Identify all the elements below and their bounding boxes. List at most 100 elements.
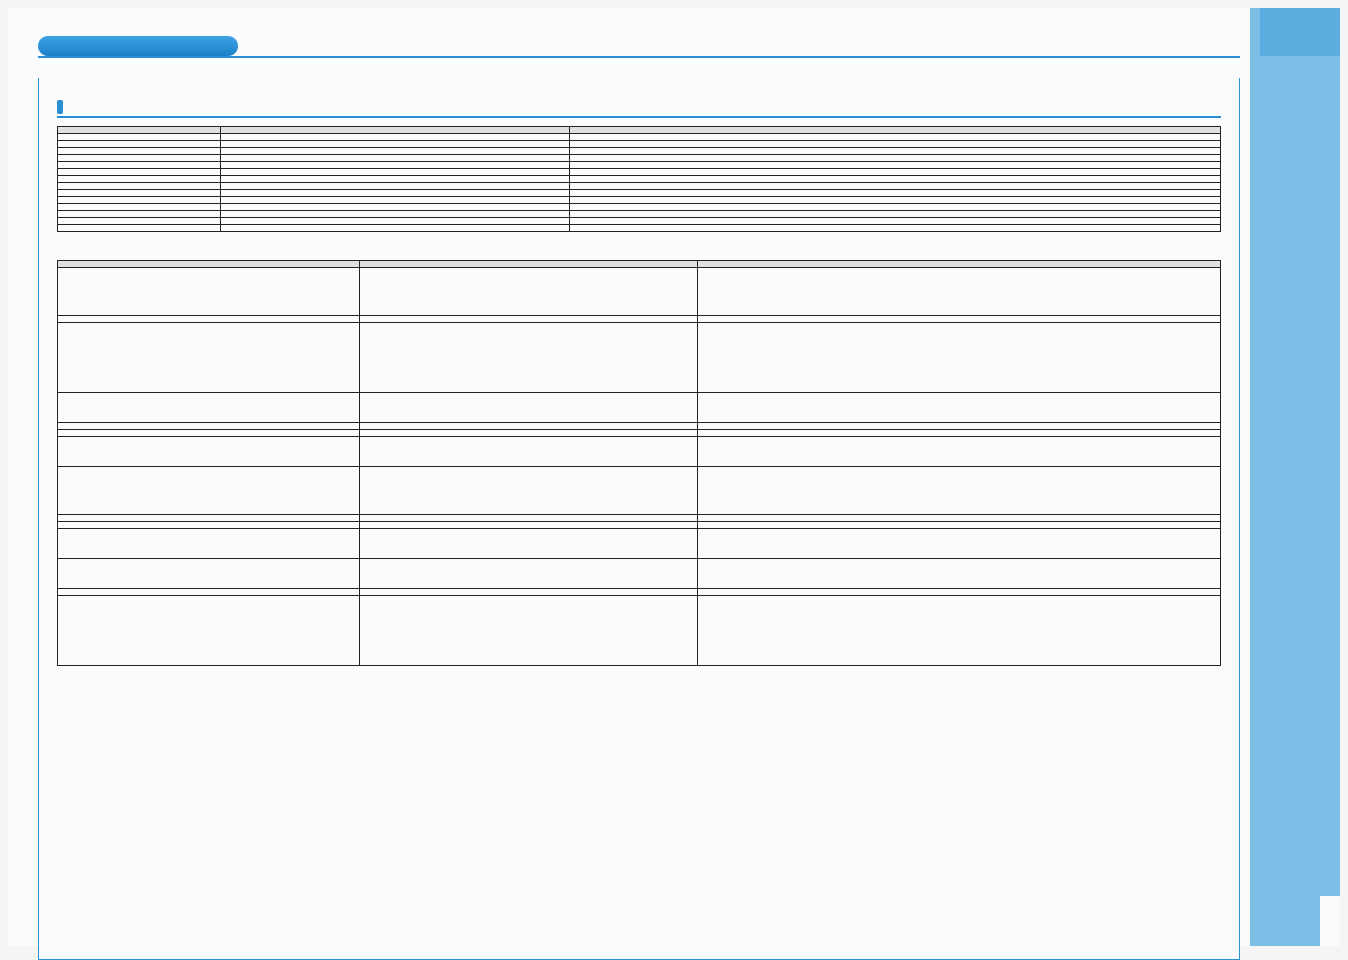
table-cell xyxy=(58,148,221,155)
table-row xyxy=(58,176,1221,183)
table-row xyxy=(58,596,1221,666)
table-row xyxy=(58,323,1221,393)
table-cell xyxy=(360,529,697,559)
table-cell xyxy=(360,393,697,423)
table-row xyxy=(58,515,1221,522)
table-cell xyxy=(360,596,697,666)
table-cell xyxy=(569,183,1220,190)
table-row xyxy=(58,141,1221,148)
section-title-1 xyxy=(57,98,1221,118)
col-header xyxy=(58,127,221,134)
table-cell xyxy=(697,323,1220,393)
table-cell xyxy=(58,589,360,596)
table-row xyxy=(58,316,1221,323)
table-cell xyxy=(220,141,569,148)
content-inner xyxy=(38,78,1240,960)
table-cell xyxy=(569,148,1220,155)
table-cell xyxy=(697,589,1220,596)
table-cell xyxy=(220,169,569,176)
table-cell xyxy=(360,559,697,589)
col-header xyxy=(58,261,360,268)
table-row xyxy=(58,430,1221,437)
table-cell xyxy=(569,162,1220,169)
header-bar xyxy=(38,36,1240,56)
table-cell xyxy=(58,393,360,423)
table-row xyxy=(58,423,1221,430)
table-cell xyxy=(58,522,360,529)
table-cell xyxy=(58,316,360,323)
table-cell xyxy=(360,316,697,323)
table-cell xyxy=(220,197,569,204)
table-cell xyxy=(697,430,1220,437)
table-cell xyxy=(58,190,221,197)
table-cell xyxy=(360,589,697,596)
table-header-row xyxy=(58,261,1221,268)
table-cell xyxy=(220,155,569,162)
col-header xyxy=(569,127,1220,134)
table-cell xyxy=(220,190,569,197)
col-header xyxy=(697,261,1220,268)
table-cell xyxy=(58,183,221,190)
table-row xyxy=(58,162,1221,169)
table-cell xyxy=(58,423,360,430)
table-cell xyxy=(569,218,1220,225)
table-cell xyxy=(220,183,569,190)
col-header xyxy=(360,261,697,268)
table-row xyxy=(58,169,1221,176)
table-row xyxy=(58,218,1221,225)
table-cell xyxy=(569,190,1220,197)
header-pill xyxy=(38,36,238,56)
table-cell xyxy=(569,155,1220,162)
table-cell xyxy=(569,225,1220,232)
header-rule xyxy=(38,56,1240,58)
table-cell xyxy=(58,430,360,437)
table-cell xyxy=(220,148,569,155)
table-cell xyxy=(220,162,569,169)
table-row xyxy=(58,190,1221,197)
table-cell xyxy=(360,515,697,522)
table-cell xyxy=(58,176,221,183)
table-cell xyxy=(58,596,360,666)
table-cell xyxy=(697,522,1220,529)
table-row xyxy=(58,393,1221,423)
table-row xyxy=(58,522,1221,529)
table-cell xyxy=(569,176,1220,183)
table-cell xyxy=(697,515,1220,522)
table-cell xyxy=(58,162,221,169)
table-cell xyxy=(360,323,697,393)
spacer xyxy=(57,232,1221,260)
table-cell xyxy=(697,423,1220,430)
table-cell xyxy=(58,204,221,211)
content-area xyxy=(8,8,1250,946)
table-cell xyxy=(58,211,221,218)
table-cell xyxy=(697,529,1220,559)
table-cell xyxy=(220,204,569,211)
table-cell xyxy=(220,134,569,141)
table-cell xyxy=(360,467,697,515)
table-cell xyxy=(569,204,1220,211)
table-cell xyxy=(58,467,360,515)
table-row xyxy=(58,197,1221,204)
table-cell xyxy=(360,268,697,316)
table-cell xyxy=(58,515,360,522)
table-cell xyxy=(697,437,1220,467)
table-cell xyxy=(58,559,360,589)
table-cell xyxy=(58,529,360,559)
table-cell xyxy=(697,467,1220,515)
table-cell xyxy=(58,155,221,162)
table-cell xyxy=(58,169,221,176)
table-cell xyxy=(697,393,1220,423)
table-row xyxy=(58,134,1221,141)
table-row xyxy=(58,437,1221,467)
col-header xyxy=(220,127,569,134)
table-cell xyxy=(697,316,1220,323)
table-row xyxy=(58,559,1221,589)
specification-table-2 xyxy=(57,260,1221,666)
table-cell xyxy=(220,211,569,218)
table-row xyxy=(58,589,1221,596)
table-cell xyxy=(569,169,1220,176)
table-cell xyxy=(569,134,1220,141)
table-cell xyxy=(58,268,360,316)
right-sidebar-notch xyxy=(1320,896,1340,946)
table-cell xyxy=(220,176,569,183)
